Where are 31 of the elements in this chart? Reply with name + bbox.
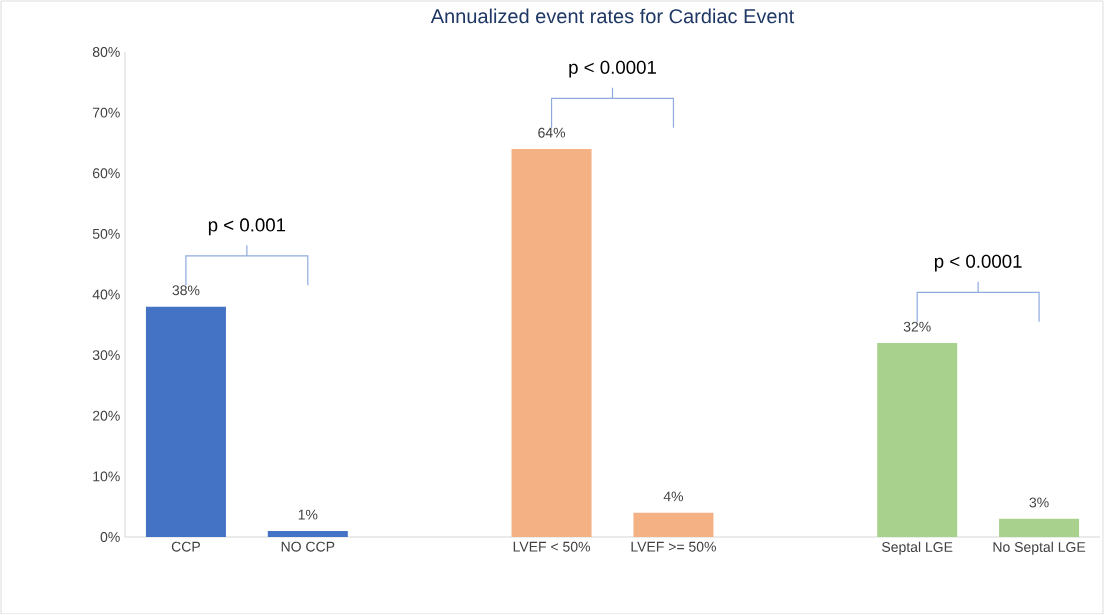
bar: [877, 343, 958, 537]
y-tick-label: 10%: [93, 471, 120, 482]
y-tick-label: 50%: [92, 228, 120, 239]
x-tick-label: LVEF < 50%: [513, 541, 591, 552]
annotation: p < 0.0001: [934, 254, 1022, 272]
bar: [145, 306, 226, 537]
bar: [267, 530, 348, 537]
x-tick-label: CCP: [171, 541, 200, 552]
x-tick-label: Septal LGE: [882, 541, 953, 555]
bar: [511, 149, 592, 537]
data-label: 4%: [663, 491, 684, 502]
data-label: 3%: [1029, 497, 1049, 508]
x-tick-label: NO CCP: [281, 541, 335, 552]
y-tick-label: 0%: [100, 532, 120, 542]
bar: [999, 518, 1080, 537]
y-tick-label: 70%: [92, 107, 120, 118]
y-tick-label: 60%: [92, 168, 120, 179]
annotation: p < 0.0001: [569, 60, 656, 78]
y-tick-label: 40%: [92, 289, 120, 300]
y-tick-label: 80%: [92, 47, 120, 57]
data-label: 1%: [298, 509, 318, 520]
x-tick-label: LVEF >= 50%: [631, 541, 716, 552]
chart-title: Annualized event rates for Cardiac Event: [430, 8, 795, 24]
data-label: 32%: [903, 321, 931, 332]
annotation: p < 0.001: [208, 218, 286, 236]
data-label: 64%: [538, 127, 566, 138]
x-tick-label: No Septal LGE: [993, 541, 1086, 555]
bar: [633, 512, 714, 537]
y-tick-label: 20%: [92, 410, 120, 421]
data-label: 38%: [172, 285, 200, 296]
y-tick-label: 30%: [92, 350, 120, 361]
